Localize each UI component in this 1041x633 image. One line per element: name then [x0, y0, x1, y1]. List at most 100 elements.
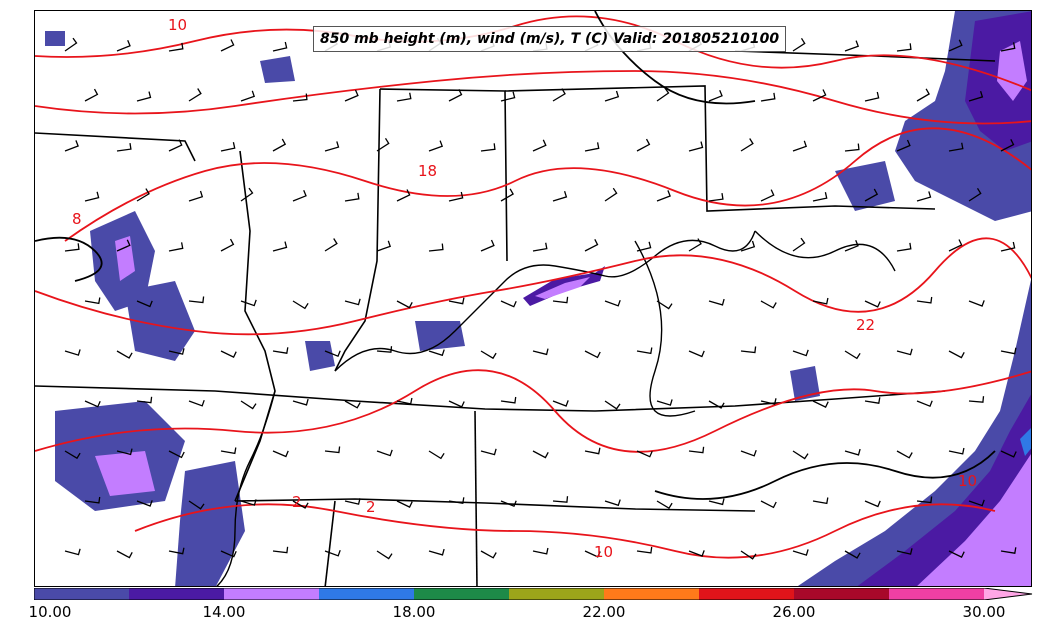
colorbar-strip — [34, 588, 1033, 600]
wind-barb — [480, 239, 495, 252]
wind-barb — [968, 187, 982, 202]
wind-barb — [656, 500, 673, 510]
wind-barb — [188, 190, 204, 202]
wind-barb — [292, 93, 308, 102]
wind-barb — [168, 348, 185, 355]
wind-barb — [584, 447, 601, 455]
wind-barb — [324, 141, 340, 152]
wind-barb — [740, 550, 757, 560]
wind-barb — [448, 89, 463, 102]
wind-barb — [116, 39, 131, 52]
wind-barb — [428, 450, 445, 460]
wind-barb — [708, 298, 725, 306]
wind-shading — [45, 11, 1031, 586]
wind-barb — [552, 400, 569, 407]
wind-barb — [116, 550, 133, 559]
wind-barb — [688, 141, 704, 152]
wind-barb — [948, 447, 965, 455]
wind-barb — [760, 500, 777, 509]
contour-label-2a: 2 — [292, 493, 302, 511]
boundary-line — [474, 410, 478, 586]
temperature-contours — [35, 15, 1031, 559]
boundary-line — [234, 150, 276, 502]
wind-barb — [168, 139, 183, 152]
wind-barb — [844, 143, 860, 152]
wind-barb — [656, 300, 673, 310]
wind-barb — [844, 40, 860, 52]
wind-barb — [532, 348, 549, 356]
wind-barb — [864, 397, 881, 404]
wind-barb — [968, 499, 985, 507]
temp-contour-14 — [35, 70, 1031, 125]
wind-barb — [344, 400, 361, 409]
wind-barb — [376, 449, 393, 457]
wind-barb — [272, 138, 287, 152]
wind-barb — [116, 143, 132, 152]
wind-barb — [968, 396, 985, 403]
wind-barb — [864, 300, 881, 308]
wind-barb — [220, 550, 237, 558]
wind-shade-patch-3 — [790, 366, 820, 401]
wind-barb — [480, 143, 496, 152]
colorbar-segment — [794, 588, 889, 600]
wind-barb — [64, 140, 79, 152]
wind-barb — [688, 446, 705, 454]
wind-barb — [272, 546, 289, 554]
wind-barb — [688, 550, 705, 557]
wind-barb — [552, 88, 566, 102]
wind-barb — [188, 500, 205, 510]
wind-barb — [64, 243, 80, 252]
wind-barb — [844, 239, 859, 252]
wind-barb — [448, 497, 465, 504]
wind-barb — [376, 240, 392, 252]
temp-contour-18 — [64, 127, 1031, 242]
wind-barb — [480, 550, 497, 559]
colorbar-outline — [34, 588, 1033, 600]
contour-label-10-top: 10 — [168, 16, 188, 34]
boundary-line — [379, 88, 508, 262]
wind-shade-southeast-peak — [917, 454, 1031, 586]
wind-barb — [376, 550, 393, 560]
wind-shade-patch-5 — [260, 56, 295, 83]
wind-barb — [344, 192, 360, 202]
wind-barb — [480, 350, 497, 360]
wind-barb — [428, 349, 445, 357]
wind-shade-patch-6 — [45, 31, 65, 46]
wind-barb — [532, 547, 549, 555]
height-contour — [35, 236, 103, 282]
map-title: 850 mb height (m), wind (m/s), T (C) Val… — [313, 26, 787, 52]
colorbar-tick-label: 22.00 — [582, 603, 626, 621]
boundary-line — [234, 498, 756, 512]
wind-barb — [636, 138, 651, 152]
colorbar-segment — [889, 588, 984, 600]
wind-barb — [584, 550, 601, 558]
wind-barb — [136, 396, 153, 404]
temp-contour-10 — [35, 15, 1031, 92]
contour-label-10-southeast: 10 — [958, 472, 978, 490]
wind-barb — [220, 447, 237, 455]
wind-barb — [220, 142, 236, 152]
wind-barb — [272, 41, 288, 52]
wind-barb — [916, 88, 930, 102]
wind-barb — [792, 549, 809, 556]
wind-barb — [844, 448, 861, 456]
wind-barb — [552, 191, 568, 202]
wind-barb — [292, 398, 309, 406]
river-boundaries — [216, 230, 896, 586]
contour-label-22: 22 — [856, 316, 876, 334]
wind-barb — [396, 300, 413, 309]
wind-barb — [64, 349, 81, 356]
colorbar-tick-label: 18.00 — [392, 603, 436, 621]
wind-barb — [636, 241, 652, 252]
wind-barb — [792, 37, 806, 52]
wind-barb — [948, 142, 964, 152]
colorbar-segment — [34, 588, 129, 600]
wind-barb — [1000, 241, 1016, 252]
height-contour — [654, 450, 996, 500]
wind-barb — [240, 90, 256, 102]
wind-barb — [428, 243, 444, 252]
river-ohio — [334, 230, 756, 372]
wind-barb — [760, 92, 776, 102]
wind-barb — [812, 400, 829, 408]
wind-barb — [136, 300, 153, 308]
